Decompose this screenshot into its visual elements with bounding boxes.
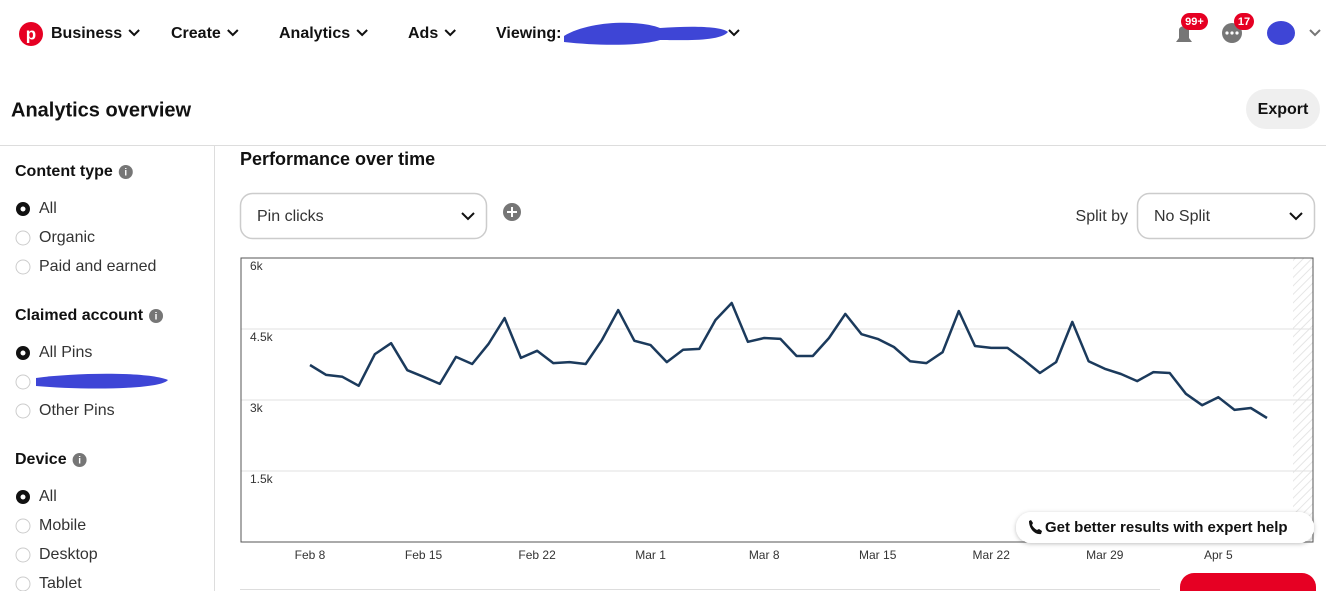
nav-item[interactable]: Analytics xyxy=(279,25,350,42)
chevron xyxy=(728,29,740,37)
metric-label: Pin clicks xyxy=(257,208,324,225)
help-text: Get better results with expert help xyxy=(1045,519,1288,536)
option-label: Organic xyxy=(39,229,95,246)
group-title: Claimed account xyxy=(15,307,144,324)
split-label: Split by xyxy=(1076,208,1128,225)
split-value: No Split xyxy=(1154,208,1211,225)
chevron xyxy=(1289,212,1303,221)
avatar[interactable] xyxy=(1267,21,1295,45)
notification-count: 99+ xyxy=(1185,16,1204,28)
x-tick-label: Mar 22 xyxy=(973,548,1011,562)
radio[interactable] xyxy=(15,230,31,246)
option-label: All Pins xyxy=(39,344,92,361)
chevron xyxy=(444,29,456,37)
badge xyxy=(1181,13,1208,30)
option-label: All xyxy=(39,200,57,217)
y-tick-label: 1.5k xyxy=(250,472,274,486)
info-icon xyxy=(149,309,164,323)
x-tick-label: Apr 5 xyxy=(1204,548,1233,562)
info-glyph: i xyxy=(124,168,127,179)
nav-item[interactable]: Create xyxy=(171,25,221,42)
radio[interactable] xyxy=(15,374,31,390)
message-count: 17 xyxy=(1238,16,1250,28)
action-button[interactable] xyxy=(1180,573,1316,591)
chart-title: Performance over time xyxy=(240,149,435,169)
x-tick-label: Mar 15 xyxy=(859,548,897,562)
logo-glyph: p xyxy=(26,24,36,43)
chevron xyxy=(227,29,239,37)
option-label: Desktop xyxy=(39,546,98,563)
chevron xyxy=(461,212,475,221)
x-tick-label: Feb 8 xyxy=(295,548,326,562)
chevron xyxy=(128,29,140,37)
badge xyxy=(1234,13,1254,30)
help-pill[interactable] xyxy=(1016,512,1314,543)
option-label: Mobile xyxy=(39,517,86,534)
info-glyph: i xyxy=(155,312,158,323)
option-label: Other Pins xyxy=(39,402,115,419)
redacted xyxy=(36,373,168,389)
export-label: Export xyxy=(1258,101,1309,118)
top-nav: p 99+ 17 Business Create Analytics Ads Viewi… xyxy=(19,13,1321,46)
x-tick-label: Mar 8 xyxy=(749,548,780,562)
info-glyph: i xyxy=(78,456,81,467)
split-dropdown[interactable] xyxy=(1136,192,1316,240)
radio[interactable] xyxy=(15,576,31,591)
radio[interactable] xyxy=(15,259,31,275)
plus xyxy=(507,207,517,217)
help-bg[interactable] xyxy=(1016,512,1314,543)
nav-item[interactable]: Business xyxy=(51,25,122,42)
nav-item[interactable]: Ads xyxy=(408,25,438,42)
radio-dot xyxy=(20,350,26,356)
sidebar: Content type i All Organic Paid and earned Cl… xyxy=(15,163,168,591)
dot xyxy=(1225,31,1229,35)
nav-item[interactable]: Viewing: xyxy=(496,25,562,42)
export-button[interactable] xyxy=(1246,89,1320,129)
chart: 1.5k 3k 4.5k 6k Feb 8 Feb 15 Feb 22 Mar 1 Mar 8 M… xyxy=(241,257,1313,562)
dot xyxy=(1230,31,1234,35)
logo[interactable] xyxy=(19,22,43,46)
option-label: Tablet xyxy=(39,575,82,591)
dot xyxy=(1235,31,1239,35)
line-series xyxy=(309,301,1268,420)
y-tick-label: 3k xyxy=(250,401,264,415)
radio[interactable] xyxy=(15,518,31,534)
y-tick-label: 4.5k xyxy=(250,330,274,344)
option-label: All xyxy=(39,488,57,505)
x-tick-label: Feb 22 xyxy=(518,548,556,562)
chevron[interactable] xyxy=(1309,29,1321,37)
option-label: Paid and earned xyxy=(39,258,156,275)
radio[interactable] xyxy=(15,403,31,419)
x-tick-label: Mar 1 xyxy=(635,548,666,562)
plot-border xyxy=(240,257,1314,543)
redacted xyxy=(564,22,728,45)
y-tick-label: 6k xyxy=(250,259,264,273)
phone-icon xyxy=(1029,520,1042,535)
radio[interactable] xyxy=(15,547,31,563)
info-icon xyxy=(72,453,87,467)
metric-dropdown[interactable] xyxy=(239,192,488,240)
x-tick-label: Mar 29 xyxy=(1086,548,1124,562)
x-tick-label: Feb 15 xyxy=(405,548,443,562)
page-title: Analytics overview xyxy=(11,99,192,121)
chevron xyxy=(356,29,368,37)
group-title: Content type xyxy=(15,163,113,180)
group-title: Device xyxy=(15,451,67,468)
radio-dot xyxy=(20,494,26,500)
radio-dot xyxy=(20,206,26,212)
bell-icon[interactable] xyxy=(1176,26,1192,42)
info-icon xyxy=(118,165,133,179)
